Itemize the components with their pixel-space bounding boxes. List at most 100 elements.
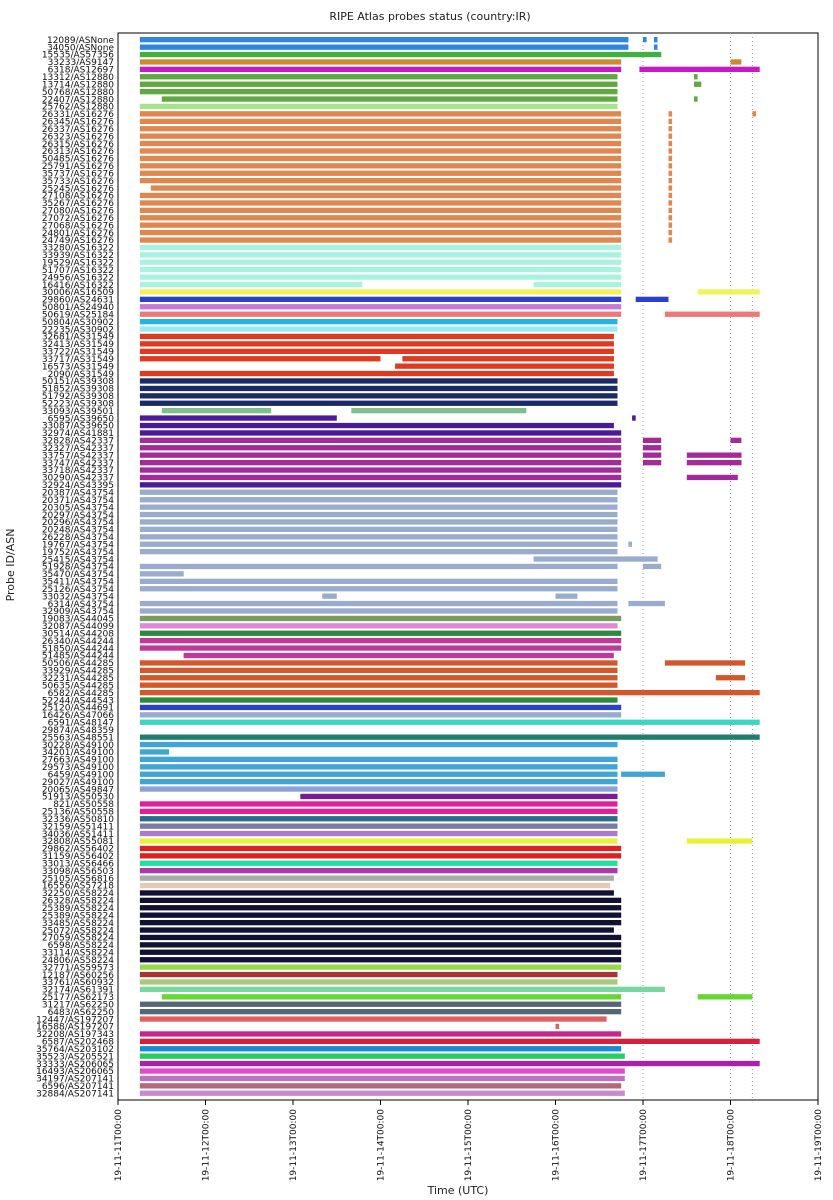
x-tick-label: 19-11-16T00:00 <box>552 1109 562 1182</box>
status-bar <box>643 437 662 443</box>
status-bar <box>668 118 673 124</box>
status-bar <box>694 74 698 80</box>
status-bar <box>139 1053 625 1059</box>
status-bar <box>139 764 618 770</box>
status-bar <box>139 875 614 881</box>
probe-label: 25126/AS43754 <box>42 585 114 595</box>
status-bar <box>668 215 673 221</box>
probe-label: 52244/AS44543 <box>42 696 114 706</box>
probe-label: 20248/AS43754 <box>42 526 114 536</box>
probe-label: 35411/AS43754 <box>42 578 114 588</box>
status-bar <box>139 779 618 785</box>
status-bar <box>139 341 614 347</box>
status-bar <box>668 200 673 206</box>
status-bar <box>139 771 618 777</box>
status-bar <box>139 89 618 95</box>
status-bar <box>139 845 622 852</box>
status-bar <box>668 126 673 132</box>
x-axis-title: Time (UTC) <box>427 1184 489 1197</box>
status-bar <box>139 378 618 384</box>
status-bar <box>139 155 622 162</box>
status-bar <box>686 838 753 844</box>
probe-label: 32828/AS42337 <box>42 437 114 447</box>
status-bar <box>697 994 753 1000</box>
status-bar <box>139 415 337 421</box>
status-bar <box>139 690 760 696</box>
probe-label: 25563/AS48551 <box>42 733 114 743</box>
status-bar <box>139 712 622 718</box>
status-bar <box>668 111 673 117</box>
status-bar <box>139 126 622 132</box>
probe-label: 35733/AS16276 <box>42 177 114 187</box>
status-bar <box>668 237 673 243</box>
status-bar <box>395 363 614 369</box>
status-bar <box>139 934 622 941</box>
status-bar <box>139 229 622 236</box>
probe-label: 25136/AS50558 <box>42 808 114 818</box>
status-bar <box>686 474 738 481</box>
status-bar <box>139 237 622 243</box>
status-bar <box>139 549 618 555</box>
status-bar <box>161 408 272 414</box>
probe-label: 50635/AS44285 <box>42 681 114 691</box>
probe-label: 25389/AS58224 <box>42 904 114 914</box>
x-tick-label: 19-11-17T00:00 <box>639 1109 649 1182</box>
status-bar <box>351 408 527 414</box>
probe-label: 19767/AS43754 <box>42 540 114 550</box>
status-bar <box>668 207 673 213</box>
status-bar <box>139 741 618 748</box>
status-bar <box>139 74 618 80</box>
probe-label: 16588/AS197207 <box>36 1023 114 1033</box>
status-bar <box>668 178 673 184</box>
probe-label: 51485/AS44244 <box>42 652 114 662</box>
status-bar <box>139 897 622 903</box>
probe-label: 6314/AS43754 <box>48 600 115 610</box>
probe-label: 32336/AS50810 <box>42 815 114 825</box>
x-tick-label: 19-11-14T00:00 <box>377 1109 387 1182</box>
x-tick-label: 19-11-19T00:00 <box>814 1109 824 1182</box>
probe-label: 6591/AS48147 <box>48 719 114 729</box>
probe-label: 32771/AS59573 <box>42 963 114 973</box>
probe-label: 30290/AS42337 <box>42 474 114 484</box>
status-bar <box>653 44 658 50</box>
probe-label: 29862/AS56402 <box>42 845 114 855</box>
status-bar <box>668 192 673 199</box>
status-bar <box>533 556 658 562</box>
probe-label: 26313/AS16276 <box>42 147 114 157</box>
probe-label: 22407/AS12880 <box>42 95 114 105</box>
x-tick-label: 19-11-13T00:00 <box>289 1109 299 1182</box>
status-bar <box>150 185 622 191</box>
status-bar <box>668 229 673 236</box>
status-bar <box>183 652 614 659</box>
status-bar <box>632 415 636 421</box>
probe-label: 50506/AS44285 <box>42 659 114 669</box>
probe-label: 32413/AS31549 <box>42 340 114 350</box>
status-bar <box>139 749 170 755</box>
status-bar <box>139 786 618 792</box>
y-axis-title: Probe ID/ASN <box>4 529 17 602</box>
status-bar <box>139 281 363 288</box>
probe-label: 20387/AS43754 <box>42 489 114 499</box>
probe-label: 19752/AS43754 <box>42 548 114 558</box>
status-bar <box>139 1060 760 1067</box>
status-bar <box>139 497 618 503</box>
probe-label: 33757/AS42337 <box>42 451 114 461</box>
status-bar <box>139 1090 625 1096</box>
status-bar <box>139 445 622 451</box>
status-bar <box>643 445 662 451</box>
probe-label: 19529/AS16322 <box>42 258 114 268</box>
probe-label: 33333/AS206065 <box>36 1060 114 1070</box>
status-bar <box>694 81 702 87</box>
status-bar <box>139 489 618 495</box>
probe-label: 30228/AS49100 <box>42 741 114 751</box>
probe-label: 35470/AS43754 <box>42 570 114 580</box>
status-bar <box>139 630 622 636</box>
probe-label: 51850/AS44244 <box>42 644 114 654</box>
probe-label: 33114/AS58224 <box>42 949 114 959</box>
probe-label: 51852/AS39308 <box>42 385 114 395</box>
probe-label: 33747/AS42337 <box>42 459 114 469</box>
status-bar <box>139 534 618 540</box>
status-bar <box>139 920 622 926</box>
status-bar <box>139 1009 622 1015</box>
